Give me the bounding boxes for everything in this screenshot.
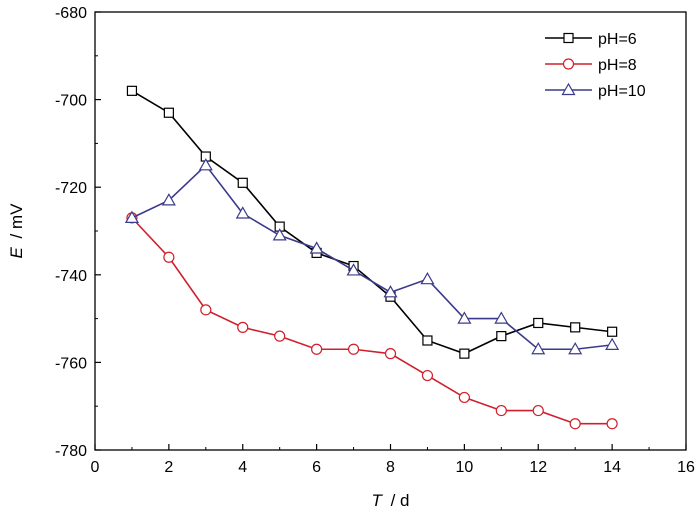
data-point [347,343,360,355]
data-point [163,251,175,263]
data-point [346,263,361,276]
data-point [459,348,470,359]
x-axis-unit: / d [391,491,410,510]
legend-label: pH=8 [598,57,637,74]
x-tick-label: 10 [455,459,473,476]
y-tick-label: -680 [55,5,87,22]
legend-item: pH=6 [545,31,637,48]
data-point [421,369,434,382]
y-axis-symbol: E [7,247,26,259]
data-point [420,271,435,285]
legend-marker [561,82,576,96]
legend-marker [563,32,574,44]
data-point [494,311,509,324]
series-1 [126,212,618,430]
x-tick-label: 14 [603,459,621,476]
data-point [200,304,212,316]
data-point [124,210,139,223]
data-point [570,322,581,333]
data-point [272,228,287,241]
data-point [568,342,583,355]
y-tick-label: -780 [55,443,87,460]
data-point [198,158,213,171]
data-point [532,404,544,417]
y-axis-unit: / mV [7,203,26,239]
x-axis-label: T / d [371,491,409,510]
data-point [422,335,433,346]
x-tick-label: 4 [238,459,247,476]
data-point [383,285,398,298]
legend-label: pH=6 [598,31,637,48]
y-tick-label: -720 [55,180,87,197]
series-0 [126,85,618,359]
y-tick-label: -700 [55,93,87,110]
legend-item: pH=10 [545,82,646,100]
data-point [126,85,138,96]
data-point [605,337,620,350]
data-point [607,326,618,337]
data-point [237,177,248,188]
data-point [161,193,176,206]
legend-label: pH=10 [598,83,646,100]
data-point [531,342,546,355]
data-point [457,311,472,324]
series-layer [124,85,620,430]
x-axis-symbol: T [371,491,383,510]
data-point [274,330,286,342]
data-point [384,348,397,360]
data-point [458,391,470,404]
x-tick-label: 8 [386,459,395,476]
plot-frame [94,11,687,451]
data-point [235,206,250,219]
y-axis-label: E / mV [7,203,26,259]
x-tick-label: 16 [677,459,695,476]
data-point [496,331,507,342]
ticks-layer: 0 2 4 6 8 10 12 14 16 -780 -760 -740 -720 -700 -680 [55,5,695,476]
data-point [533,317,544,329]
legend: pH=6 pH=8 pH=10 [545,31,646,100]
data-point [311,343,323,355]
data-point [237,321,249,333]
data-point [163,107,174,118]
series-line [131,164,613,351]
x-tick-label: 0 [91,459,100,476]
series-line [131,217,613,425]
x-tick-label: 6 [312,459,321,476]
series-2 [124,158,620,355]
legend-marker [562,58,575,70]
data-point [606,418,618,430]
y-tick-label: -760 [55,355,87,372]
data-point [309,241,324,254]
y-tick-label: -740 [55,268,87,285]
x-tick-label: 12 [529,459,547,476]
data-point [495,404,507,417]
data-point [569,418,581,430]
legend-item: pH=8 [545,57,637,74]
x-tick-label: 2 [164,459,173,476]
